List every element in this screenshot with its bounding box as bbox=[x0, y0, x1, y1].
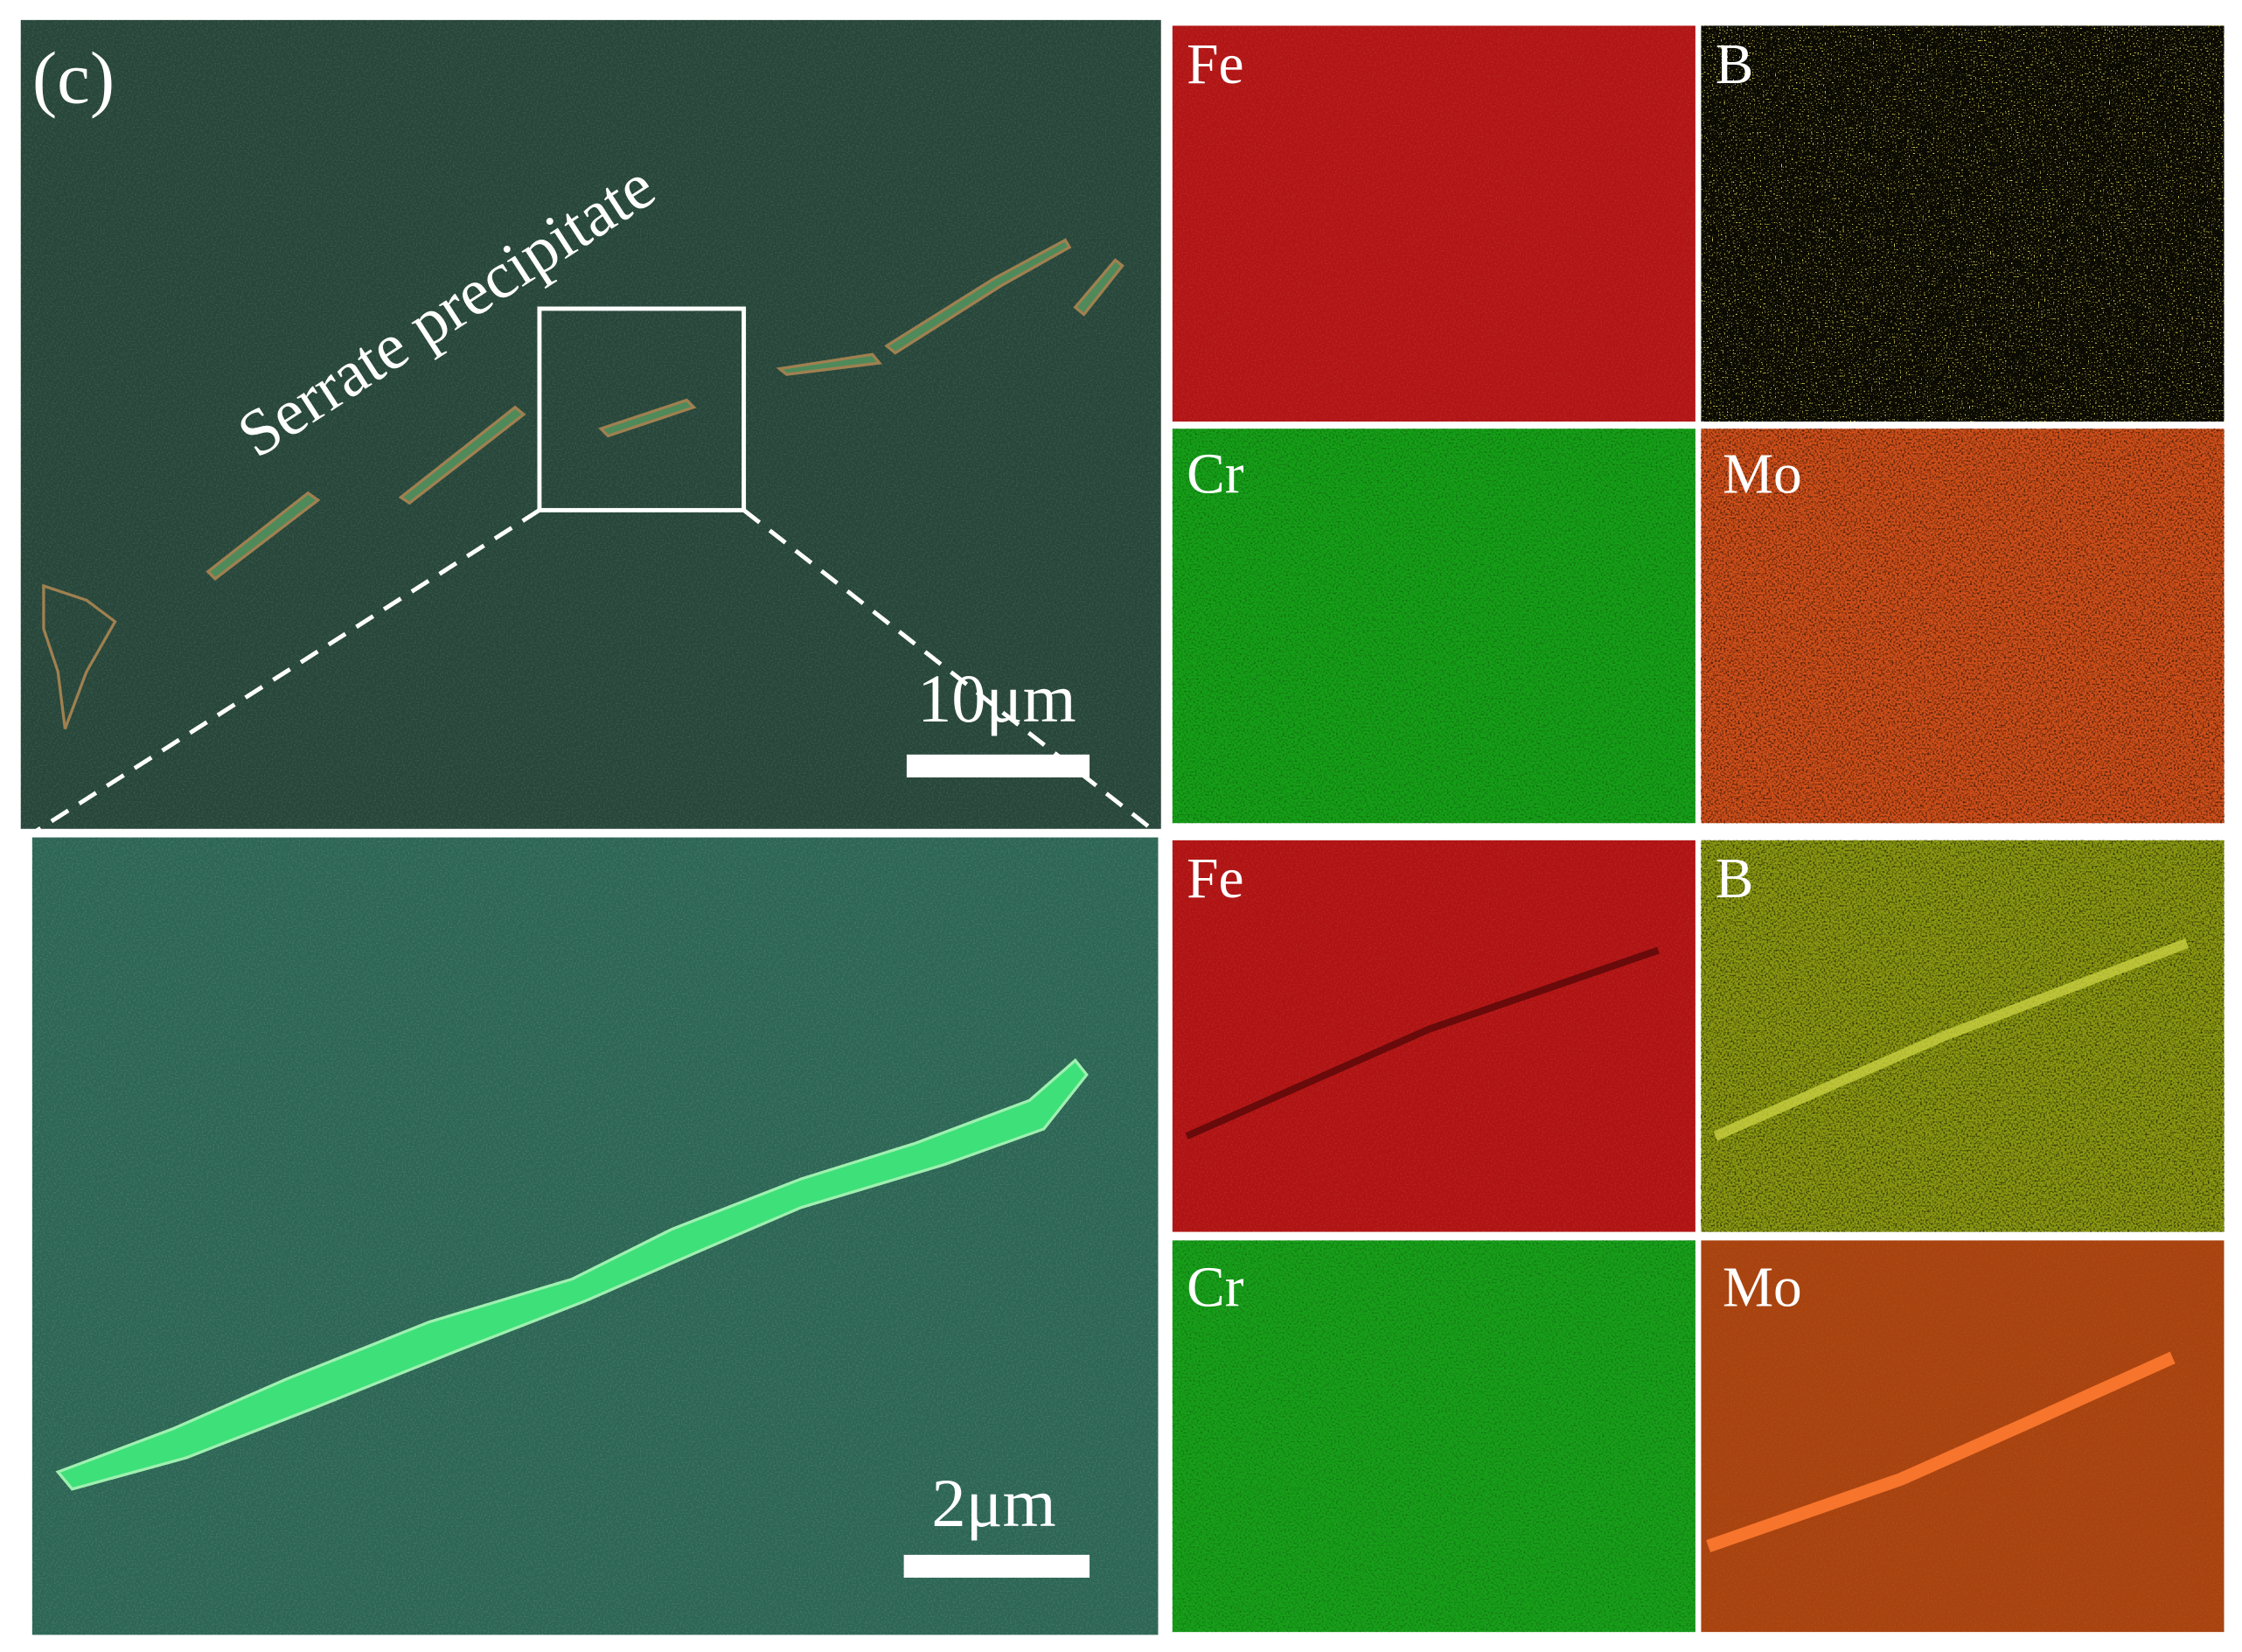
texture bbox=[1701, 1240, 2225, 1633]
precipitates bbox=[42, 238, 1124, 729]
texture bbox=[1701, 429, 2225, 824]
shape bbox=[398, 405, 526, 505]
element-label: Mo bbox=[1723, 443, 1802, 506]
shape bbox=[205, 491, 321, 581]
zoom-line bbox=[742, 508, 1157, 833]
texture bbox=[1172, 25, 1695, 422]
shape bbox=[1073, 258, 1124, 317]
texture bbox=[1172, 429, 1695, 824]
depletion-line bbox=[1185, 946, 1660, 1140]
texture bbox=[1172, 1240, 1695, 1633]
shape bbox=[884, 238, 1072, 355]
precipitate bbox=[55, 1058, 1089, 1491]
enrichment-line bbox=[1706, 1351, 2176, 1553]
element-label: Cr bbox=[1187, 1257, 1244, 1320]
element-label: B bbox=[1716, 847, 1754, 910]
zoom-box bbox=[537, 306, 747, 512]
texture bbox=[1701, 25, 2225, 422]
texture bbox=[1172, 840, 1695, 1232]
texture bbox=[31, 837, 1159, 1635]
texture bbox=[20, 19, 1161, 829]
scale-bar-label: 2μm bbox=[931, 1465, 1055, 1541]
element-label: Cr bbox=[1187, 443, 1244, 506]
overview-panel: (c) Serrate precipitate 10μm bbox=[20, 19, 1161, 829]
shape bbox=[598, 398, 697, 438]
scale-bar bbox=[903, 1554, 1090, 1579]
enrichment-line bbox=[1713, 938, 2190, 1141]
detail-panel: 2μm bbox=[31, 837, 1159, 1635]
maps-top: Fe B Cr Mo bbox=[1172, 25, 2225, 824]
element-label: B bbox=[1716, 33, 1754, 96]
shape bbox=[776, 352, 883, 376]
element-label: Mo bbox=[1723, 1257, 1802, 1320]
maps-bottom: Fe B Cr Mo bbox=[1172, 840, 2225, 1633]
panel-label: (c) bbox=[32, 38, 115, 120]
element-label: Fe bbox=[1187, 33, 1243, 96]
scale-bar-label: 10μm bbox=[917, 660, 1076, 736]
zoom-line bbox=[33, 508, 541, 834]
texture bbox=[1701, 840, 2225, 1232]
shape bbox=[42, 583, 117, 729]
zoom-lines bbox=[33, 508, 1157, 834]
element-label: Fe bbox=[1187, 847, 1243, 910]
